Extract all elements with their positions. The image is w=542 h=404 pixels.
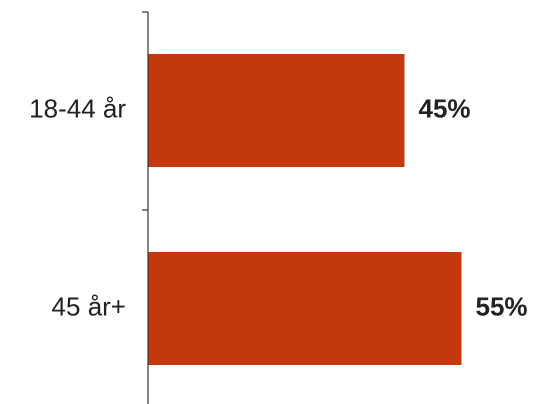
value-label: 55% <box>476 291 528 321</box>
bar-1 <box>148 252 462 365</box>
labels-layer: 18-44 år 45% 45 år+ 55% <box>29 93 527 321</box>
bars-layer <box>148 54 462 365</box>
value-label: 45% <box>419 93 471 123</box>
category-label: 18-44 år <box>29 93 126 123</box>
category-label: 45 år+ <box>52 291 126 321</box>
y-axis <box>142 11 149 404</box>
bar-0 <box>148 54 405 167</box>
